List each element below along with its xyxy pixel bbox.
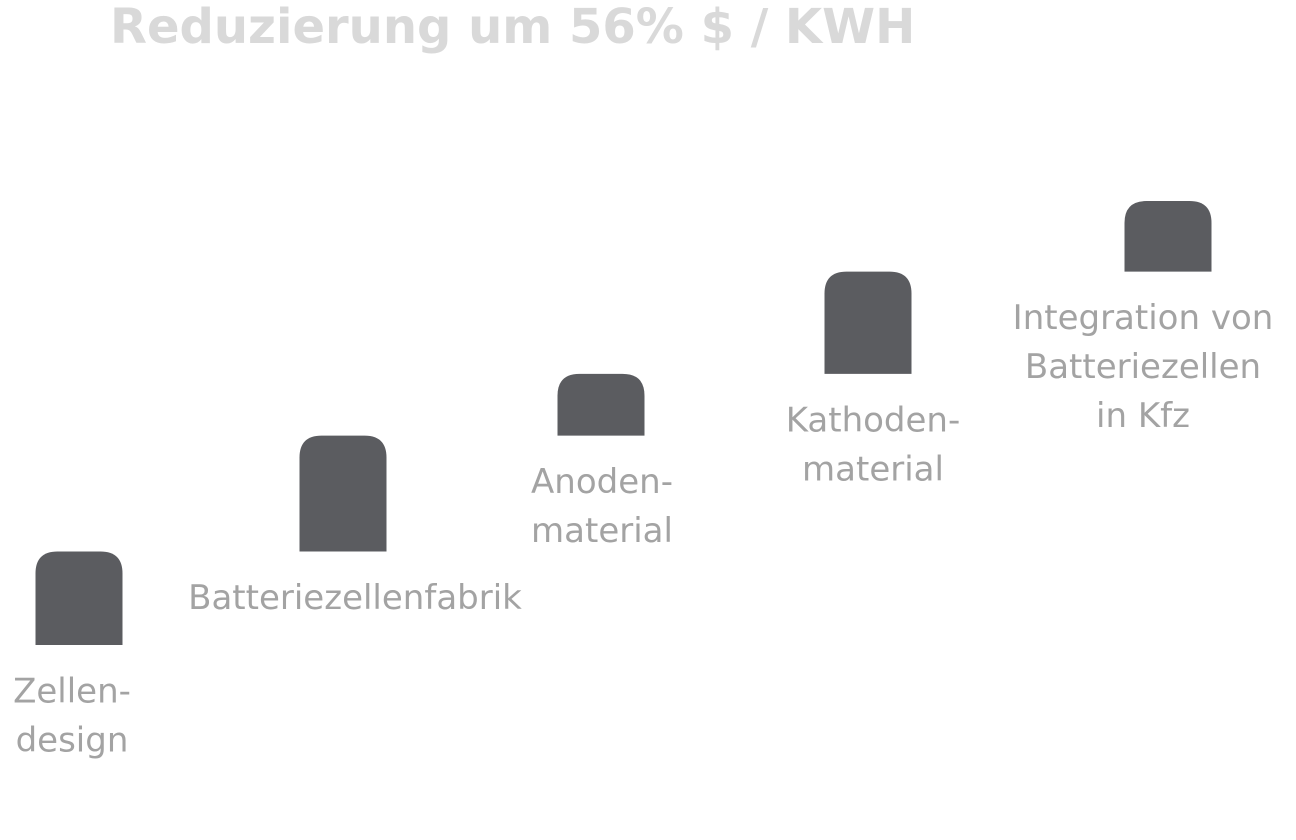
bar bbox=[557, 373, 645, 436]
category-label: in Kfz bbox=[1096, 396, 1190, 436]
bar bbox=[35, 551, 123, 645]
bar bbox=[824, 271, 912, 374]
category-label: Kathoden- bbox=[786, 400, 961, 440]
chart-title: Reduzierung um 56% $ / KWH bbox=[110, 0, 915, 55]
category-label: Integration von bbox=[1013, 298, 1274, 338]
category-label: design bbox=[16, 721, 129, 761]
category-label: Zellen- bbox=[13, 672, 131, 712]
bar bbox=[299, 435, 387, 552]
category-label: Batteriezellenfabrik bbox=[188, 578, 522, 618]
category-label: Anoden- bbox=[531, 462, 673, 502]
category-label: material bbox=[531, 511, 673, 551]
bar bbox=[1124, 201, 1212, 272]
category-label: material bbox=[802, 449, 944, 489]
category-label: Batteriezellen bbox=[1025, 347, 1261, 387]
